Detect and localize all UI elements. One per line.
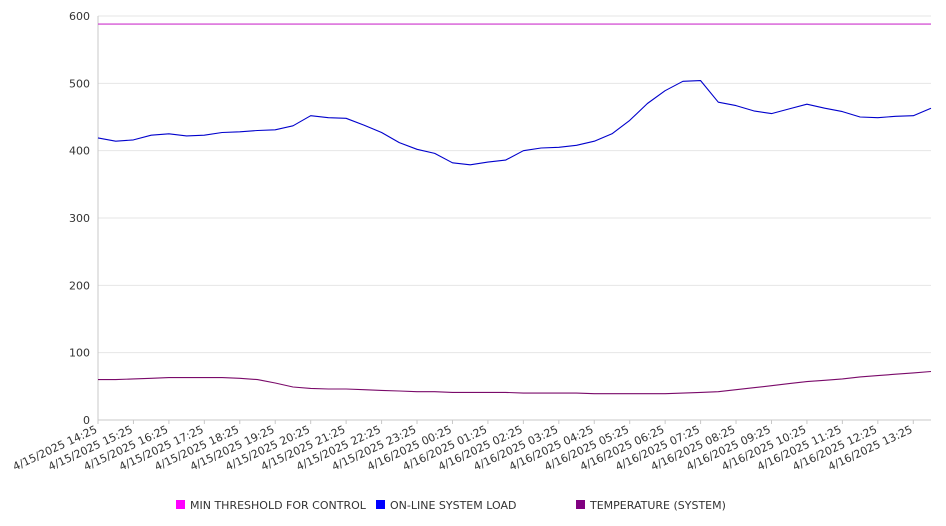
y-tick-label-400: 400 [69,145,90,158]
y-tick-label-200: 200 [69,279,90,292]
y-tick-labels: 0 100 200 300 400 500 600 [69,10,90,427]
y-tick-label-100: 100 [69,347,90,360]
axes [97,16,931,424]
legend-label-1: ON-LINE SYSTEM LOAD [390,499,516,512]
y-tick-label-500: 500 [69,77,90,90]
series-lines [97,23,932,395]
y-tick-label-300: 300 [69,212,90,225]
legend-label-0: MIN THRESHOLD FOR CONTROL [190,499,367,512]
legend-swatch-1 [376,500,385,509]
legend: MIN THRESHOLD FOR CONTROL ON-LINE SYSTEM … [176,499,726,512]
legend-label-2: TEMPERATURE (SYSTEM) [589,499,726,512]
legend-swatch-0 [176,500,185,509]
series-line-2 [98,370,932,395]
gridlines [98,15,931,354]
y-tick-label-0: 0 [83,414,90,427]
series-line-1 [97,80,932,166]
x-tick-labels: 4/15/2025 14:254/15/2025 15:254/15/2025 … [11,423,915,473]
y-tick-label-600: 600 [69,10,90,23]
legend-swatch-2 [576,500,585,509]
